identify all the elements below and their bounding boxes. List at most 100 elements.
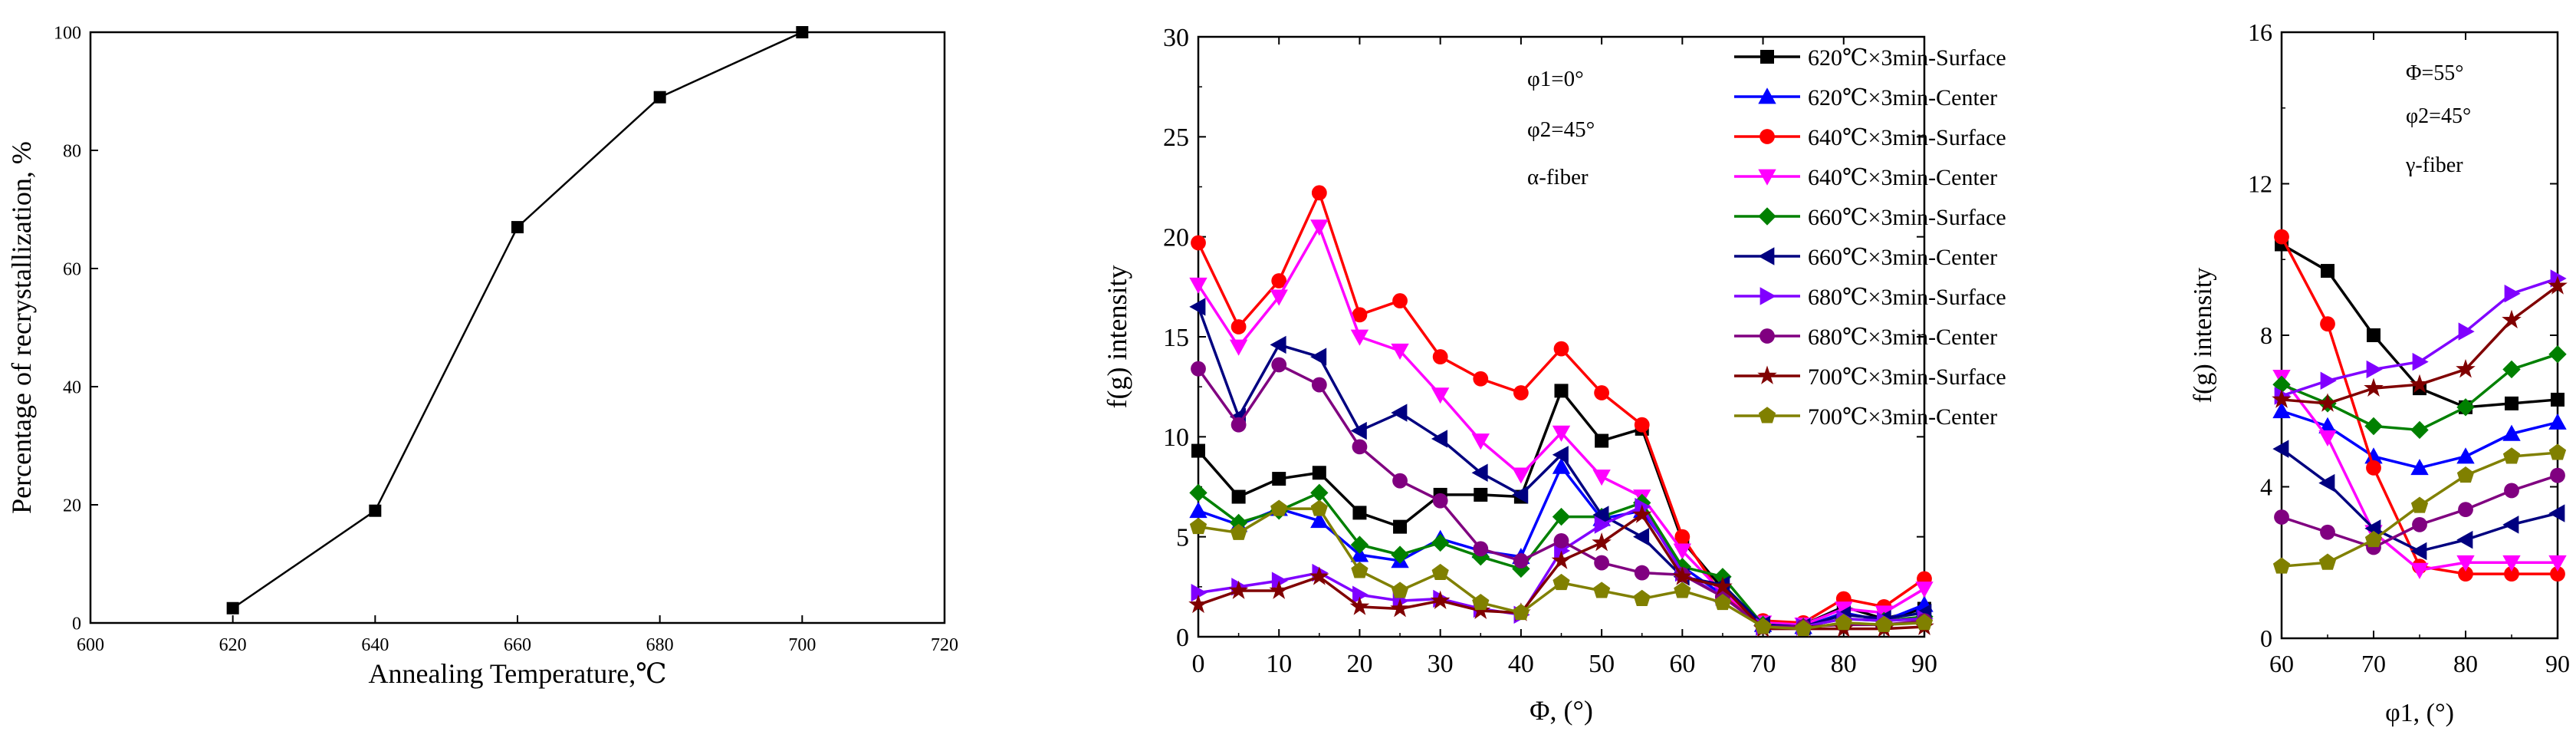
legend-label: 660℃×3min-Surface xyxy=(1808,205,2006,230)
x-tick-label: 40 xyxy=(1508,650,1534,678)
x-tick-label: 720 xyxy=(931,635,958,655)
y-tick-label: 0 xyxy=(2260,624,2272,652)
data-point xyxy=(1271,357,1287,373)
data-point xyxy=(2505,396,2518,410)
series-1 xyxy=(2272,402,2567,476)
x-tick-label: 80 xyxy=(2453,650,2478,677)
legend-label: 620℃×3min-Center xyxy=(1808,85,1997,110)
data-point xyxy=(2548,275,2568,295)
data-point xyxy=(2458,566,2473,582)
data-point xyxy=(1191,583,1208,602)
data-point xyxy=(2274,509,2289,525)
data-point xyxy=(1714,593,1732,611)
data-point xyxy=(1471,463,1488,482)
x-tick-label: 70 xyxy=(2361,650,2386,677)
data-point xyxy=(2458,502,2473,518)
x-tick-label: 90 xyxy=(1911,650,1937,678)
data-point xyxy=(1271,273,1287,288)
data-point xyxy=(2548,504,2565,522)
data-point xyxy=(1431,430,1448,448)
data-point xyxy=(2364,519,2381,538)
data-point xyxy=(1473,371,1489,387)
data-point xyxy=(1592,470,1611,486)
x-tick-label: 90 xyxy=(2545,650,2570,677)
data-point xyxy=(2548,344,2567,364)
legend-label: 700℃×3min-Surface xyxy=(1808,364,2006,390)
data-point xyxy=(1553,341,1569,357)
data-point xyxy=(1309,566,1329,585)
data-point xyxy=(2318,417,2337,433)
y-tick-label: 20 xyxy=(63,496,81,516)
data-point xyxy=(1349,596,1370,615)
data-point xyxy=(2274,229,2289,245)
legend-label: 680℃×3min-Surface xyxy=(1808,285,2006,310)
data-point xyxy=(2272,375,2291,394)
data-point xyxy=(1188,594,1208,614)
data-point xyxy=(1592,532,1612,552)
y-tick-label: 5 xyxy=(1176,524,1189,552)
legend-item: 680℃×3min-Surface xyxy=(1734,285,2006,310)
series-line xyxy=(1198,507,1925,631)
data-point xyxy=(1553,532,1569,549)
data-point xyxy=(1230,319,1247,334)
data-point xyxy=(2410,562,2429,579)
data-point xyxy=(2410,420,2429,440)
legend-marker xyxy=(1760,50,1774,64)
data-point xyxy=(1350,421,1367,440)
y-tick-label: 60 xyxy=(63,259,81,279)
legend-item: 700℃×3min-Surface xyxy=(1734,364,2006,390)
y-axis-label: f(g) intensity xyxy=(1102,265,1132,409)
data-point xyxy=(1311,377,1327,393)
data-point xyxy=(2364,447,2383,464)
data-point xyxy=(1673,543,1692,560)
data-point xyxy=(1271,572,1288,590)
y-axis-label: f(g) intensity xyxy=(2189,268,2217,404)
data-point xyxy=(2272,389,2292,408)
data-point xyxy=(1269,580,1290,599)
legend-label: 660℃×3min-Center xyxy=(1808,245,1997,270)
data-point xyxy=(1594,555,1610,571)
data-point xyxy=(1391,343,1409,360)
data-point xyxy=(1312,466,1326,480)
series-line xyxy=(1198,513,1925,631)
data-point xyxy=(1352,307,1368,323)
data-point xyxy=(2318,393,2338,412)
data-point xyxy=(2410,542,2427,561)
x-tick-label: 60 xyxy=(1669,650,1695,678)
legend-item: 620℃×3min-Center xyxy=(1734,85,1997,110)
series-line xyxy=(232,31,803,609)
data-point xyxy=(1471,433,1490,450)
data-point xyxy=(1310,348,1327,366)
y-tick-label: 16 xyxy=(2248,18,2272,46)
data-point xyxy=(2412,516,2427,532)
legend-item: 680℃×3min-Center xyxy=(1734,325,1997,350)
x-tick-label: 10 xyxy=(1266,650,1292,678)
legend-marker xyxy=(1758,207,1776,226)
data-point xyxy=(1674,582,1691,598)
y-tick-label: 0 xyxy=(72,614,81,634)
data-point xyxy=(1310,219,1329,236)
data-point xyxy=(1552,507,1571,526)
legend-marker xyxy=(1760,129,1775,144)
x-tick-label: 60 xyxy=(2269,650,2294,677)
data-point xyxy=(1835,601,1853,618)
data-point xyxy=(1229,339,1248,356)
data-point xyxy=(511,221,524,234)
data-point xyxy=(2318,553,2337,570)
legend-marker xyxy=(1758,87,1776,104)
data-point xyxy=(1592,506,1609,524)
legend-item: 660℃×3min-Center xyxy=(1734,245,1997,270)
y-tick-label: 10 xyxy=(1163,423,1189,452)
plot-frame xyxy=(89,31,946,624)
data-point xyxy=(1352,506,1367,520)
x-axis-label: φ1, (°) xyxy=(2385,699,2454,727)
data-point xyxy=(2504,483,2519,499)
data-point xyxy=(1272,472,1286,486)
y-tick-label: 15 xyxy=(1163,324,1189,352)
data-point xyxy=(1633,527,1650,546)
data-point xyxy=(2502,424,2521,441)
legend-item: 640℃×3min-Surface xyxy=(1734,125,2006,150)
data-point xyxy=(1431,533,1450,552)
data-point xyxy=(1391,404,1408,422)
